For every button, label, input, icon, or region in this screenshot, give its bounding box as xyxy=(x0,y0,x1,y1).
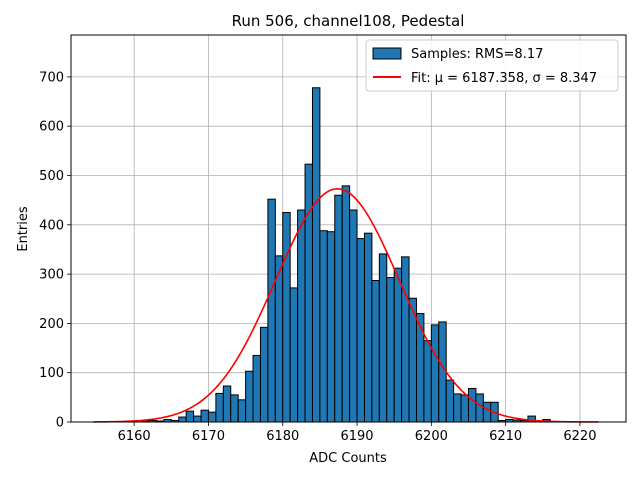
histogram-bars xyxy=(141,87,551,423)
histogram-bar xyxy=(297,209,306,423)
y-axis-label: Entries xyxy=(16,206,31,252)
y-tick-label: 500 xyxy=(39,169,64,184)
histogram-bar xyxy=(386,277,395,423)
x-tick-label: 6210 xyxy=(489,429,522,444)
histogram-bar xyxy=(245,370,254,423)
y-tick-label: 300 xyxy=(39,268,64,283)
histogram-bar xyxy=(326,231,336,423)
histogram-bar xyxy=(252,354,261,423)
y-tick-label: 700 xyxy=(39,70,64,85)
histogram-bar xyxy=(438,321,447,423)
x-tick-label: 6180 xyxy=(266,429,299,444)
histogram-bar xyxy=(237,399,247,423)
legend-samples-swatch xyxy=(372,47,402,60)
histogram-bar xyxy=(334,194,343,423)
histogram-bar xyxy=(460,394,469,423)
histogram-bar xyxy=(341,185,351,423)
x-tick-label: 6170 xyxy=(192,429,225,444)
x-axis-label: ADC Counts xyxy=(309,451,387,466)
histogram-bar xyxy=(230,394,239,423)
histogram-bar xyxy=(289,287,299,423)
histogram-bar xyxy=(267,198,276,423)
histogram-bar xyxy=(453,393,462,423)
histogram-bar xyxy=(222,385,232,423)
histogram-bar xyxy=(282,211,291,423)
chart-title: Run 506, channel108, Pedestal xyxy=(232,12,465,30)
histogram-bar xyxy=(378,253,388,423)
y-tick-label: 600 xyxy=(39,120,64,135)
y-tick-label: 100 xyxy=(39,366,64,381)
plot-frame xyxy=(70,34,627,423)
histogram-bar xyxy=(193,415,202,423)
y-tick-label: 200 xyxy=(39,317,64,332)
histogram-bar xyxy=(304,163,313,423)
histogram-bar xyxy=(467,387,477,423)
histogram-bar xyxy=(274,255,284,423)
histogram-bar xyxy=(178,416,187,423)
grid-lines xyxy=(71,35,626,423)
histogram-bar xyxy=(259,326,269,423)
histogram-bar xyxy=(415,313,425,423)
x-tick-label: 6160 xyxy=(118,429,151,444)
histogram-bar xyxy=(207,411,217,423)
y-tick-label: 400 xyxy=(39,218,64,233)
y-tick-label: 0 xyxy=(56,416,64,431)
legend: Samples: RMS=8.17 Fit: μ = 6187.358, σ =… xyxy=(365,39,619,92)
legend-fit-label: Fit: μ = 6187.358, σ = 8.347 xyxy=(411,71,597,86)
histogram-bar xyxy=(445,379,455,423)
histogram-bar xyxy=(430,324,440,423)
histogram-bar xyxy=(349,209,358,423)
histogram-bar xyxy=(363,232,373,423)
x-tick-label: 6220 xyxy=(563,429,596,444)
fit-curve xyxy=(93,188,599,423)
histogram-bar xyxy=(401,256,410,423)
histogram-bar xyxy=(356,238,365,423)
legend-box xyxy=(365,39,619,92)
histogram-bar xyxy=(475,393,484,423)
histogram-bar xyxy=(423,340,432,423)
histogram-bar xyxy=(311,87,321,423)
x-tick-label: 6190 xyxy=(340,429,373,444)
histogram-bar xyxy=(319,230,328,423)
histogram-bar xyxy=(371,280,380,423)
histogram-bar xyxy=(393,267,403,423)
x-tick-label: 6200 xyxy=(415,429,448,444)
fit-curve-group xyxy=(93,188,599,423)
histogram-bar xyxy=(215,392,224,423)
histogram-bar xyxy=(200,409,209,423)
histogram-bar xyxy=(482,401,492,423)
axis-ticks: 6160 6170 6180 6190 6200 6210 6220 0 100 200 300 40… xyxy=(39,70,596,444)
legend-samples-label: Samples: RMS=8.17 xyxy=(411,47,543,62)
histogram-bar xyxy=(185,410,195,423)
